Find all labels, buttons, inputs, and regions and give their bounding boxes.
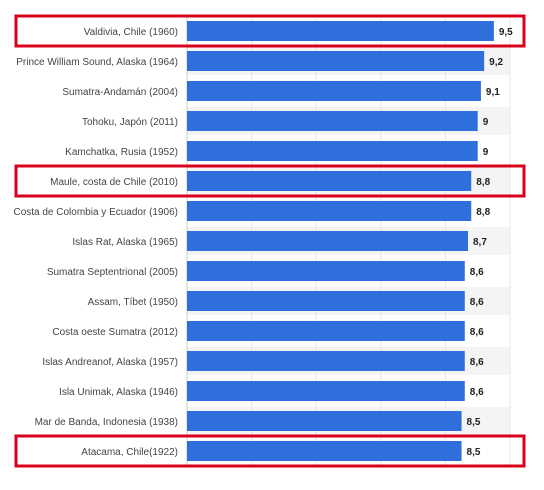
highlight-box (14, 14, 526, 48)
data-label: 9,5 (499, 27, 513, 38)
bar (187, 441, 462, 461)
bar (187, 81, 481, 101)
data-label: 8,5 (467, 447, 481, 458)
bar (187, 171, 472, 191)
category-label: Prince William Sound, Alaska (1964) (16, 57, 178, 68)
category-label: Isla Unimak, Alaska (1946) (59, 387, 178, 398)
bars (187, 21, 494, 461)
category-label: Tohoku, Japón (2011) (82, 117, 178, 128)
highlight-box (14, 434, 526, 468)
data-label: 8,6 (470, 267, 484, 278)
category-label: Valdivia, Chile (1960) (84, 27, 178, 38)
data-label: 8,7 (473, 237, 487, 248)
bar (187, 381, 465, 401)
category-labels: Valdivia, Chile (1960) Prince William Sou… (13, 27, 178, 458)
data-label: 9 (483, 147, 489, 158)
bar (187, 201, 472, 221)
bar (187, 141, 478, 161)
bar (187, 351, 465, 371)
category-label: Sumatra Septentrional (2005) (47, 267, 178, 278)
data-label: 8,6 (470, 297, 484, 308)
category-label: Mar de Banda, Indonesia (1938) (35, 417, 178, 428)
bar (187, 111, 478, 131)
data-label: 8,6 (470, 357, 484, 368)
category-label: Kamchatka, Rusia (1952) (65, 147, 178, 158)
data-label: 8,6 (470, 387, 484, 398)
bar (187, 51, 485, 71)
highlight-boxes (14, 14, 526, 468)
category-label: Sumatra-Andamán (2004) (62, 87, 178, 98)
category-label: Assam, Tíbet (1950) (88, 297, 178, 308)
value-labels: 9,5 9,2 9,1 9 9 8,8 8,8 8,7 8,6 8,6 8,6 8,6 8,6 8,5 8,… (467, 27, 514, 458)
bar (187, 411, 462, 431)
data-label: 9,2 (489, 57, 503, 68)
bar (187, 291, 465, 311)
data-label: 9,1 (486, 87, 500, 98)
category-label: Costa oeste Sumatra (2012) (52, 327, 178, 338)
highlight-box (14, 164, 526, 198)
bar (187, 321, 465, 341)
category-label: Atacama, Chile(1922) (81, 447, 178, 458)
bar (187, 231, 469, 251)
category-label: Islas Andreanof, Alaska (1957) (42, 357, 178, 368)
bar (187, 261, 465, 281)
data-label: 9 (483, 117, 489, 128)
category-label: Islas Rat, Alaska (1965) (72, 237, 178, 248)
category-label: Maule, costa de Chile (2010) (50, 177, 178, 188)
data-label: 8,6 (470, 327, 484, 338)
data-label: 8,8 (476, 177, 490, 188)
data-label: 8,8 (476, 207, 490, 218)
bar (187, 21, 494, 41)
category-label: Costa de Colombia y Ecuador (1906) (13, 207, 178, 218)
data-label: 8,5 (467, 417, 481, 428)
